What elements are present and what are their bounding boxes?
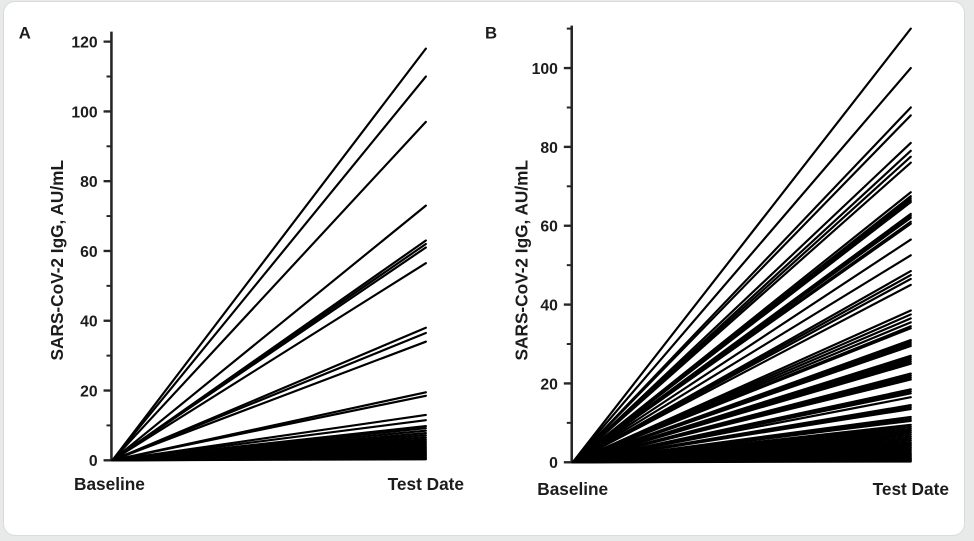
- trajectory-line: [571, 396, 912, 464]
- y-axis-tick-label: 40: [80, 314, 98, 331]
- trajectory-line: [111, 331, 427, 462]
- trajectory-line: [571, 161, 912, 464]
- trajectory-line: [571, 283, 912, 464]
- figure-card: A SARS-CoV-2 IgG, AU/mL 0 20 40 60 80 100 120 …: [3, 1, 965, 536]
- panel-a-test-date-label: Test Date: [388, 474, 464, 494]
- trajectory-line: [571, 27, 912, 464]
- trajectory-line: [571, 344, 912, 464]
- trajectory-line: [571, 362, 912, 464]
- trajectory-line: [111, 262, 427, 462]
- panel-b-y-axis: 0 20 40 60 80 100: [532, 25, 574, 472]
- panel-a-y-axis-title: SARS-CoV-2 IgG, AU/mL: [47, 160, 67, 360]
- panel-a-y-axis: 0 20 40 60 80 100 120: [71, 31, 113, 470]
- trajectory-line: [111, 394, 427, 462]
- panel-b-test-date-label: Test Date: [873, 479, 949, 499]
- y-axis-tick-label: 60: [80, 244, 98, 261]
- trajectory-line: [111, 75, 427, 462]
- trajectory-line: [111, 246, 427, 462]
- trajectory-line: [571, 254, 912, 464]
- panel-b-letter: B: [485, 23, 497, 42]
- y-axis-tick-label: 20: [80, 383, 98, 400]
- panel-b-y-axis-title: SARS-CoV-2 IgG, AU/mL: [511, 160, 531, 360]
- trajectory-line: [571, 238, 912, 464]
- panel-b-trajectory-lines: [571, 27, 912, 464]
- y-axis-tick-label: 0: [549, 455, 558, 472]
- y-axis-tick-label: 60: [540, 219, 558, 236]
- y-axis-tick-label: 0: [89, 453, 98, 470]
- trajectory-line: [111, 47, 427, 462]
- trajectory-line: [111, 340, 427, 462]
- trajectory-line: [111, 458, 427, 462]
- trajectory-line: [571, 66, 912, 464]
- trajectory-line: [111, 120, 427, 462]
- trajectory-line: [571, 460, 912, 464]
- y-axis-tick-label: 120: [71, 35, 98, 52]
- y-axis-tick-label: 100: [532, 61, 559, 78]
- y-axis-tick-label: 20: [540, 376, 558, 393]
- panel-b-baseline-label: Baseline: [537, 479, 608, 499]
- trajectory-line: [571, 407, 912, 464]
- trajectory-line: [111, 204, 427, 462]
- y-axis-tick-label: 40: [540, 297, 558, 314]
- panel-a-trajectory-lines: [111, 47, 427, 462]
- trajectory-line: [571, 327, 912, 464]
- y-axis-tick-label: 80: [80, 174, 98, 191]
- trajectory-line: [571, 378, 912, 464]
- trajectory-line: [571, 200, 912, 464]
- trajectory-line: [571, 222, 912, 464]
- panel-a-chart: A SARS-CoV-2 IgG, AU/mL 020406080100120 …: [19, 23, 464, 494]
- trajectory-line: [571, 114, 912, 464]
- panel-b-chart: B SARS-CoV-2 IgG, AU/mL 0 20 40 60 80 100 Bas…: [485, 23, 949, 499]
- y-axis-tick-label: 80: [540, 140, 558, 157]
- panel-a-letter: A: [19, 23, 31, 42]
- panel-a-baseline-label: Baseline: [74, 474, 145, 494]
- y-axis-tick-label: 100: [71, 104, 98, 121]
